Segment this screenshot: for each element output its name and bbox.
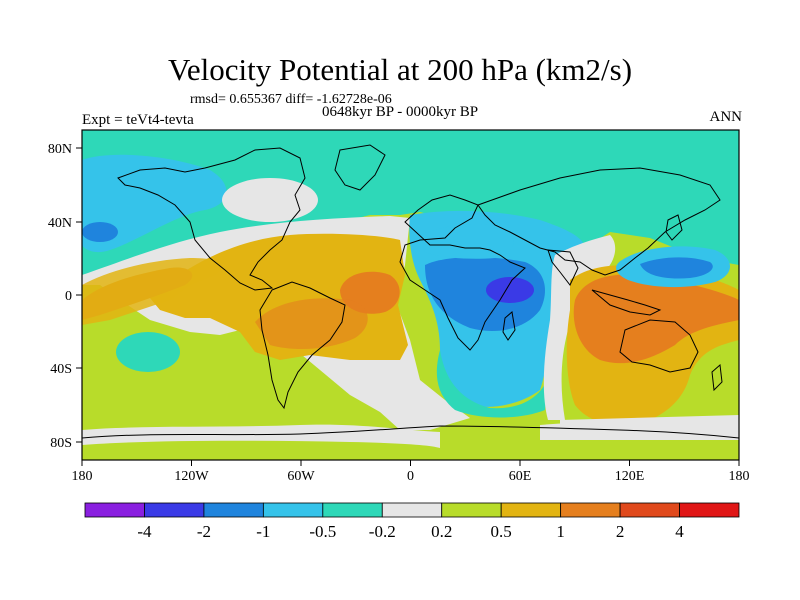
coast-new-zealand <box>711 363 723 392</box>
lon-label-0: 0 <box>407 469 414 484</box>
colorbar-swatch <box>84 502 145 518</box>
field-blue-africa <box>425 257 545 331</box>
coast-greenland <box>334 144 386 191</box>
coast-india <box>547 249 579 286</box>
colorbar-swatch <box>679 502 740 518</box>
field-orange-sa <box>255 298 368 350</box>
coast-japan <box>665 214 683 241</box>
lat-label-80s: 80S <box>50 436 72 451</box>
field-lime-ant <box>82 440 440 460</box>
coast-australia <box>619 319 699 373</box>
coast-south-america <box>259 281 346 410</box>
colorbar-swatch <box>500 502 562 518</box>
coastlines <box>82 144 739 439</box>
coast-madagascar <box>502 311 516 341</box>
field-cyan-nw <box>82 154 227 253</box>
colorbar-label: -0.5 <box>309 522 336 541</box>
lon-label-120w: 120W <box>174 469 209 484</box>
colorbar-label: -2 <box>197 522 211 541</box>
lon-label-120e: 120E <box>615 469 645 484</box>
period-text: 0648kyr BP - 0000kyr BP <box>322 104 479 120</box>
colorbar-swatch <box>144 502 205 518</box>
lon-label-180e: 180 <box>729 469 750 484</box>
colorbar-label: 4 <box>675 522 684 541</box>
colorbar-swatch <box>322 502 383 518</box>
lat-label-80n: 80N <box>48 142 72 157</box>
field-darkblue-core <box>486 277 534 303</box>
colorbar-swatch <box>441 502 502 518</box>
lon-label-60e: 60E <box>509 469 532 484</box>
field-teal-io <box>436 350 548 418</box>
coast-indonesia <box>591 289 662 316</box>
colorbar-label: -1 <box>256 522 270 541</box>
field-neutral-wpac <box>543 235 616 420</box>
field-neutral-arctic <box>222 178 318 222</box>
colorbar-swatch <box>262 502 324 518</box>
field-lime-ant-e <box>440 440 739 460</box>
coast-asia <box>477 167 721 276</box>
colorbar: -4 -2 -1 -0.5 -0.2 0.2 0.5 1 2 4 <box>84 502 740 541</box>
colorbar-swatch <box>619 502 680 518</box>
field-darkblue-wpac <box>640 257 713 279</box>
colorbar-label: 0.5 <box>491 522 512 541</box>
rmsd-text: rmsd= 0.655367 diff= -1.62728e-06 <box>190 92 392 107</box>
colorbar-label: -4 <box>137 522 152 541</box>
colorbar-swatch <box>560 502 621 518</box>
coast-north-america <box>117 147 306 291</box>
colorbar-label: -0.2 <box>369 522 396 541</box>
lat-label-40s: 40S <box>50 362 72 377</box>
season-text: ANN <box>709 109 743 125</box>
colorbar-label: 1 <box>556 522 565 541</box>
map-title: Velocity Potential at 200 hPa (km2/s) <box>167 52 633 87</box>
experiment-text: Expt = teVt4-tevta <box>82 112 194 128</box>
colorbar-label: 2 <box>616 522 625 541</box>
field-teal-epac <box>690 197 739 240</box>
lat-label-40n: 40N <box>48 216 72 231</box>
colorbar-swatch <box>203 502 264 518</box>
field-teal-spac <box>116 332 180 372</box>
lat-label-0: 0 <box>65 289 72 304</box>
tick-marks <box>76 147 740 466</box>
lon-label-180w: 180 <box>72 469 93 484</box>
coast-antarctica <box>82 425 739 439</box>
colorbar-label: 0.2 <box>431 522 452 541</box>
colorbar-swatch <box>381 502 443 518</box>
lon-label-60w: 60W <box>287 469 315 484</box>
map-field <box>82 130 739 460</box>
field-blue-npac <box>82 222 118 242</box>
field-yellow-pac <box>82 258 221 325</box>
